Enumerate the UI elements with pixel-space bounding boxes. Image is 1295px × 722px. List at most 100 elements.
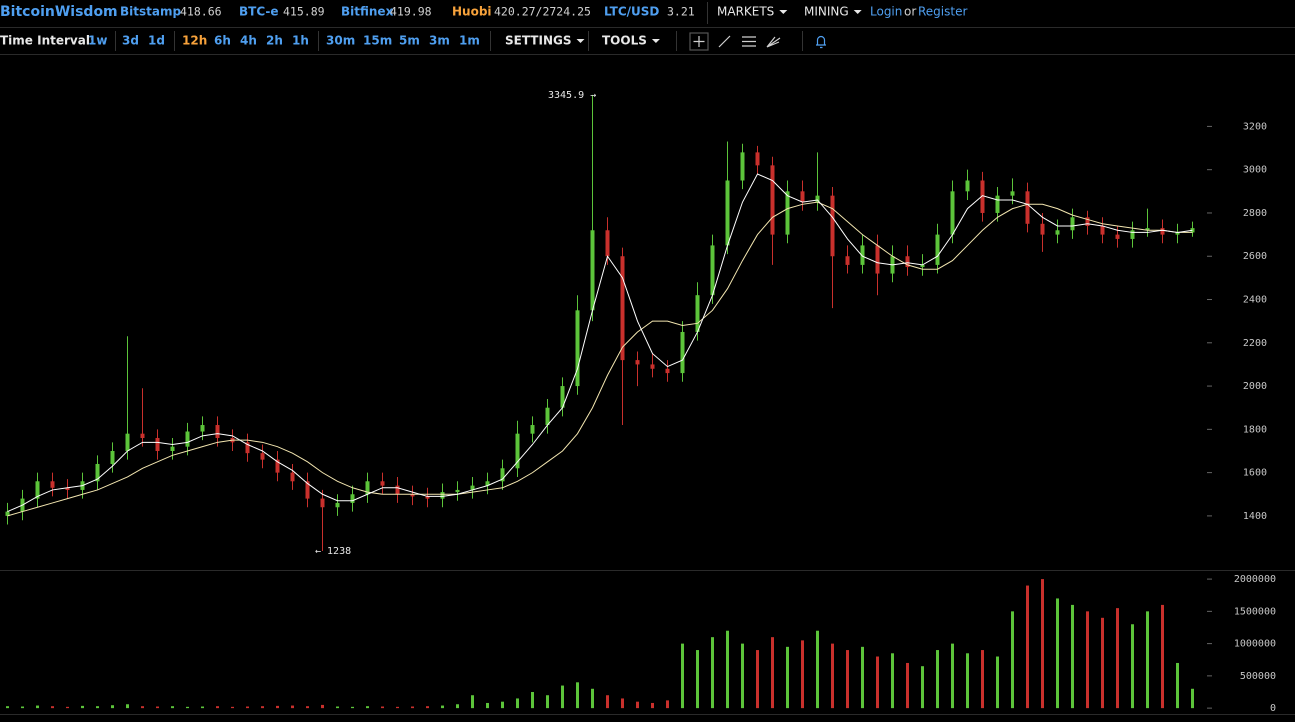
exchange-name[interactable]: Bitstamp — [120, 5, 181, 19]
volume-bar — [216, 706, 219, 709]
toolbar-menu[interactable]: TOOLS — [602, 34, 647, 48]
register-link[interactable]: Register — [918, 5, 967, 19]
interval-button[interactable]: 6h — [214, 34, 231, 48]
candle-body — [1115, 234, 1120, 239]
volume-bar — [141, 706, 144, 709]
interval-button[interactable]: 30m — [326, 34, 355, 48]
volume-bar — [981, 650, 984, 709]
dropdown-caret — [651, 39, 660, 43]
volume-bar — [951, 643, 954, 709]
volume-bar — [786, 646, 789, 709]
tool-frame — [689, 32, 709, 51]
candle-body — [710, 245, 715, 296]
candle-body — [1070, 217, 1075, 231]
login-link[interactable]: Login — [870, 5, 902, 19]
candle-body — [1100, 225, 1105, 235]
candle-body — [65, 487, 70, 490]
interval-button[interactable]: 3m — [429, 34, 450, 48]
menu[interactable]: MINING — [804, 5, 849, 19]
toolbar-separators — [115, 31, 803, 51]
candle-body — [605, 230, 610, 257]
y-tick-label: 2000 — [1243, 381, 1267, 392]
candle-body — [245, 442, 250, 454]
volume-bar — [921, 666, 924, 709]
candle-body — [395, 485, 400, 495]
interval-button[interactable]: 15m — [363, 34, 392, 48]
line-tool[interactable] — [718, 35, 731, 48]
volume-bar — [891, 653, 894, 709]
candle-body — [470, 485, 475, 490]
moving-average — [7, 201, 1193, 517]
brand[interactable]: BitcoinWisdom — [0, 4, 118, 20]
volume-bar — [471, 695, 474, 709]
volume-bars — [6, 579, 1194, 709]
candle-body — [575, 310, 580, 387]
volume-bar — [816, 630, 819, 709]
toolbar-menu[interactable]: SETTINGS — [505, 34, 572, 48]
volume-bar — [1056, 598, 1059, 709]
interval-button[interactable]: 3d — [122, 34, 139, 48]
candle-body — [725, 180, 730, 246]
drawing-tools[interactable] — [689, 32, 826, 51]
interval-button[interactable]: 1m — [459, 34, 480, 48]
crosshair-tool[interactable] — [693, 36, 705, 47]
volume-bar — [681, 643, 684, 709]
candle-body — [590, 230, 595, 311]
volume-bar — [111, 705, 114, 709]
dropdown-caret — [853, 10, 862, 14]
volume-tick-label: 500000 — [1240, 671, 1276, 682]
volume-bar — [6, 706, 9, 709]
candle-body — [950, 191, 955, 235]
volume-bar — [621, 698, 624, 709]
price-annotation: 3345.9 → — [548, 90, 596, 101]
candle-body — [530, 425, 535, 434]
candle-body — [695, 295, 700, 332]
volume-bar — [1026, 585, 1029, 709]
exchange-name[interactable]: Huobi — [452, 5, 492, 19]
menu[interactable]: MARKETS — [717, 5, 774, 19]
y-tick-label: 2800 — [1243, 208, 1267, 219]
candle-body — [335, 502, 340, 508]
candle-body — [650, 364, 655, 369]
volume-bar — [876, 656, 879, 709]
interval-button[interactable]: 1h — [292, 34, 309, 48]
candle-body — [1130, 230, 1135, 239]
candle-body — [965, 180, 970, 192]
interval-button[interactable]: 12h — [182, 34, 207, 48]
candle-body — [620, 256, 625, 361]
exchange-name[interactable]: LTC/USD — [604, 5, 659, 19]
interval-button[interactable]: 4h — [240, 34, 257, 48]
volume-bar — [1041, 579, 1044, 709]
exchange-name[interactable]: Bitfinex — [341, 5, 394, 19]
candles — [5, 94, 1195, 551]
candle-body — [320, 498, 325, 508]
alert-tool[interactable] — [816, 35, 826, 49]
interval-button[interactable]: 1w — [88, 34, 107, 48]
volume-bar — [156, 706, 159, 709]
volume-bar — [561, 685, 564, 709]
candle-body — [935, 234, 940, 265]
interval-button[interactable]: 5m — [399, 34, 420, 48]
volume-bar — [606, 695, 609, 709]
interval-button[interactable]: 2h — [266, 34, 283, 48]
exchange-name[interactable]: BTC-e — [239, 5, 279, 19]
interval-button[interactable]: 1d — [148, 34, 165, 48]
volume-bar — [21, 706, 24, 709]
volume-bar — [291, 705, 294, 709]
volume-bar — [666, 700, 669, 709]
parallel-tool[interactable] — [742, 36, 756, 47]
or-text: or — [904, 5, 916, 19]
volume-tick-label: 2000000 — [1234, 574, 1276, 585]
candle-body — [5, 511, 10, 516]
volume-bar — [396, 706, 399, 709]
volume-bar — [636, 701, 639, 709]
volume-bar — [126, 704, 129, 709]
candle-body — [140, 433, 145, 439]
fan-tool[interactable] — [766, 36, 781, 48]
volume-bar — [411, 706, 414, 709]
candle-body — [1010, 191, 1015, 196]
exchange-price: 3.21 — [667, 5, 695, 19]
candle-body — [125, 433, 130, 451]
volume-bar — [51, 706, 54, 709]
